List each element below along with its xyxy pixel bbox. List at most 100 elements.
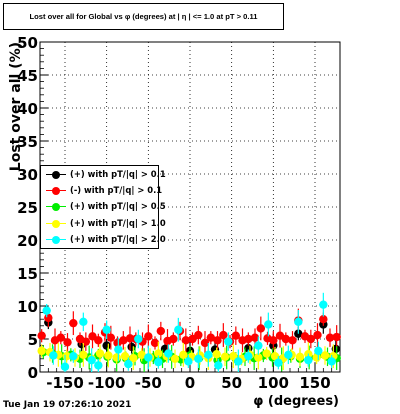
data-point (250, 333, 260, 342)
data-point (94, 361, 103, 370)
data-point (114, 345, 123, 354)
y-axis-title: Lost over all (%) (8, 42, 24, 171)
legend-entry: (+) with pT/|q| > 0.5 (41, 199, 166, 215)
timestamp: Tue Jan 19 07:26:10 2021 (3, 400, 132, 410)
data-point (194, 330, 203, 340)
data-point (164, 349, 173, 358)
data-point (102, 341, 111, 350)
data-point (219, 330, 228, 340)
data-point (320, 351, 330, 360)
data-point (95, 349, 105, 358)
legend-entry: (+) with pT/|q| > 2.0 (41, 232, 166, 248)
data-point (120, 351, 130, 361)
data-point (60, 362, 70, 371)
x-tick-label: 150 (299, 374, 330, 392)
y-tick-label: 0 (28, 364, 38, 382)
data-point (295, 352, 305, 362)
x-axis-title: φ (degrees) (253, 394, 339, 409)
data-point (37, 331, 46, 340)
data-point (269, 336, 278, 345)
chart-title: Lost over all for Global vs φ (degrees) … (29, 12, 258, 21)
data-point (69, 318, 78, 328)
legend: (+) with pT/|q| > 0.1 (-) with pT/|q| > 0… (40, 165, 166, 249)
data-point (37, 346, 46, 356)
legend-label: (+) with pT/|q| > 0.1 (70, 169, 166, 179)
data-points (37, 292, 341, 372)
data-point (79, 350, 88, 360)
data-point (264, 320, 273, 329)
data-point (184, 357, 193, 366)
data-point (304, 355, 313, 365)
data-point (294, 317, 303, 327)
y-tick-label: 20 (17, 232, 38, 250)
data-point (231, 331, 241, 340)
data-point (313, 330, 322, 340)
title-box: Lost over all for Global vs φ (degrees) … (3, 3, 284, 30)
data-point (49, 351, 58, 360)
data-point (244, 334, 253, 344)
x-tick-label: -150 (46, 374, 84, 392)
y-tick-label: 50 (17, 34, 38, 52)
y-tick-label: 45 (17, 67, 38, 85)
data-point (306, 334, 316, 344)
data-point (144, 353, 153, 362)
data-point (112, 353, 121, 362)
data-point (134, 334, 143, 344)
data-point (150, 338, 160, 348)
data-point (102, 325, 111, 334)
data-point (270, 351, 280, 361)
data-point (254, 341, 263, 350)
data-point (224, 337, 233, 346)
legend-entry: (+) with pT/|q| > 0.1 (41, 167, 166, 183)
data-point (244, 351, 253, 361)
x-tick-label: -100 (88, 374, 126, 392)
data-point (79, 317, 88, 327)
data-point (206, 333, 216, 342)
legend-marker (46, 235, 66, 244)
legend-label: (+) with pT/|q| > 2.0 (70, 233, 166, 244)
data-point (124, 359, 133, 369)
legend-label: (+) with pT/|q| > 0.5 (70, 201, 166, 212)
data-point (44, 313, 53, 323)
x-tick-label: 100 (258, 374, 289, 392)
x-tick-label: 50 (221, 374, 242, 392)
data-point (104, 351, 113, 360)
data-point (154, 349, 163, 358)
legend-marker (46, 203, 66, 212)
x-tick-label: -50 (135, 374, 162, 392)
data-point (319, 300, 328, 309)
data-point (332, 332, 341, 342)
y-tick-label: 10 (17, 298, 38, 316)
data-point (94, 336, 103, 345)
data-point (87, 355, 96, 365)
y-tick-label: 30 (17, 166, 38, 184)
data-point (169, 334, 178, 344)
data-point (319, 315, 328, 324)
data-point (174, 325, 183, 334)
x-tick-label: 0 (185, 374, 195, 392)
data-point (262, 349, 271, 358)
series-5 (42, 292, 336, 372)
data-point (327, 357, 336, 366)
legend-marker (46, 187, 66, 196)
data-point (234, 357, 243, 366)
y-tick-label: 40 (17, 100, 38, 118)
data-point (194, 354, 203, 363)
x-tick-labels: -150 -100 -50 0 50 100 150 (46, 374, 330, 392)
data-point (129, 353, 138, 363)
data-point (154, 357, 163, 367)
data-point (200, 338, 210, 348)
data-point (204, 350, 213, 360)
data-point (179, 350, 188, 360)
legend-marker (46, 219, 66, 228)
data-point (42, 306, 51, 315)
y-tick-label: 35 (17, 133, 38, 151)
data-point (170, 354, 180, 363)
y-tick-label: 15 (17, 265, 38, 283)
data-point (281, 334, 291, 344)
data-point (212, 349, 221, 359)
y-tick-label: 5 (28, 331, 38, 349)
data-point (106, 333, 116, 342)
legend-label: (-) with pT/|q| > 0.1 (70, 185, 163, 196)
